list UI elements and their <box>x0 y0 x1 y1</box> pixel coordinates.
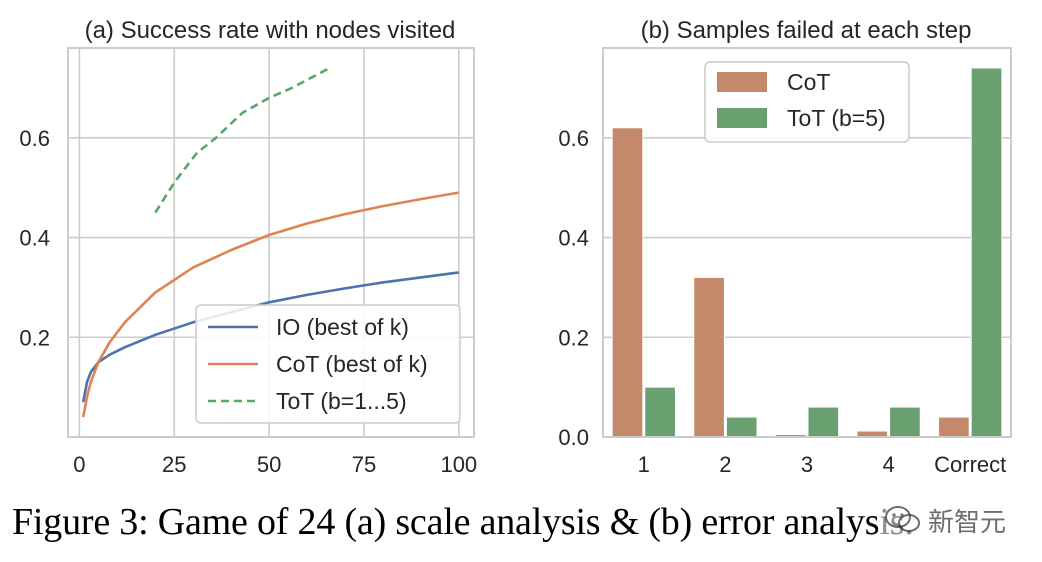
panel-b-y-tick-label: 0.4 <box>558 226 589 251</box>
panel-a-x-tick-label: 75 <box>352 452 376 477</box>
panel-b-bars <box>611 67 1003 438</box>
panel-b-x-tick-label: 2 <box>719 452 731 477</box>
panel-a-legend-label: CoT (best of k) <box>276 351 428 377</box>
panel-a-x-tick-label: 50 <box>257 452 281 477</box>
panel-b-bar-tot <box>807 406 840 438</box>
panel-a-series-line-2 <box>154 66 331 214</box>
panel-a-series <box>81 66 460 418</box>
panel-b-chart: (b) Samples failed at each step 0.00.20.… <box>558 17 1012 477</box>
panel-a-legend-label: ToT (b=1...5) <box>276 388 407 414</box>
panel-b-tick-labels: 0.0 0.2 0.4 0.6 1 2 3 4 Correct <box>558 126 1006 477</box>
panel-b-bar-cot <box>938 416 970 438</box>
watermark-text: 新智元 <box>928 507 1007 538</box>
panel-b-title: (b) Samples failed at each step <box>641 17 972 44</box>
panel-b-legend-swatch <box>717 108 767 128</box>
panel-b-bar-cot <box>611 127 644 438</box>
panel-b-y-tick-label: 0.0 <box>558 425 589 450</box>
panel-b-bar-tot <box>644 386 676 438</box>
panel-b-y-tick-label: 0.2 <box>558 325 589 350</box>
panel-b-bar-tot <box>970 67 1003 438</box>
watermark: 新智元 <box>880 498 1011 542</box>
panel-b-legend-swatch <box>717 72 767 92</box>
panel-a-legend-label: IO (best of k) <box>276 314 409 340</box>
panel-b-bar-tot <box>889 406 921 438</box>
panel-a-axes <box>67 47 475 438</box>
wechat-logo-icon <box>885 506 920 532</box>
panel-a-x-tick-label: 0 <box>73 452 85 477</box>
panel-a-x-tick-label: 100 <box>440 452 477 477</box>
panel-b-x-tick-label: 1 <box>638 452 650 477</box>
panel-a-legend-box <box>195 304 461 424</box>
panel-b-frame <box>602 47 1012 438</box>
panel-a-title: (a) Success rate with nodes visited <box>85 17 456 44</box>
panel-a-y-tick-label: 0.6 <box>19 126 50 151</box>
panel-a-tick-labels: 0 25 50 75 100 0.2 0.4 0.6 <box>19 126 477 477</box>
panel-b-x-tick-label: 4 <box>882 452 894 477</box>
panel-b-legend: CoT ToT (b=5) <box>704 61 910 143</box>
panel-b-bar-tot <box>725 416 758 438</box>
panel-a-y-tick-label: 0.2 <box>19 325 50 350</box>
panel-a-y-tick-label: 0.4 <box>19 226 50 251</box>
panel-a-chart: (a) Success rate with nodes visited 0 25 5… <box>19 17 477 477</box>
panel-a-legend: IO (best of k) CoT (best of k) ToT (b=1...… <box>195 304 461 424</box>
panel-b-axes <box>602 47 1012 438</box>
panel-b-x-tick-label: Correct <box>934 452 1006 477</box>
panel-a-x-tick-label: 25 <box>162 452 186 477</box>
panel-b-legend-label: ToT (b=5) <box>787 105 886 131</box>
panel-a-frame <box>67 47 475 438</box>
panel-b-y-tick-label: 0.6 <box>558 126 589 151</box>
panel-b-x-tick-label: 3 <box>801 452 813 477</box>
panel-b-legend-label: CoT <box>787 69 830 95</box>
panel-a-series-line-1 <box>81 191 460 418</box>
figure-caption: Figure 3: Game of 24 (a) scale analysis … <box>12 501 914 543</box>
panel-a-series-line-0 <box>81 271 459 403</box>
panel-b-bar-cot <box>693 276 725 438</box>
